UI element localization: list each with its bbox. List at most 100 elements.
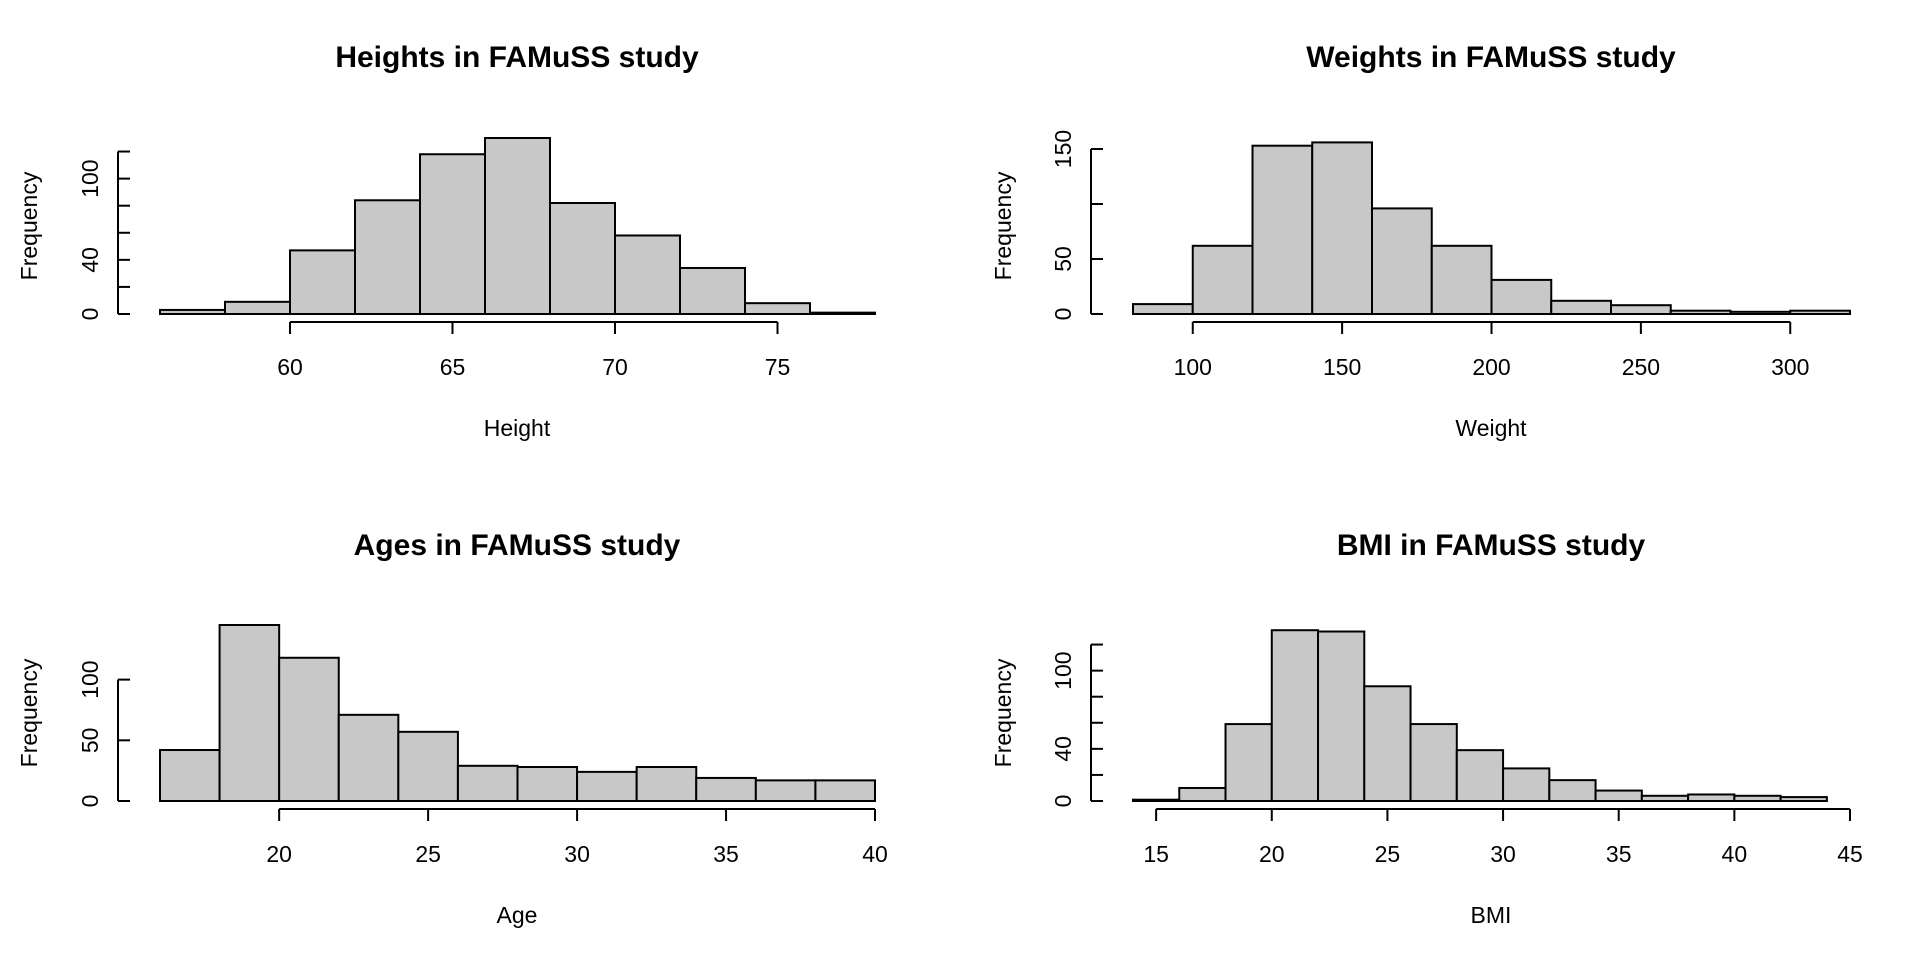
x-tick-label: 250 (1622, 354, 1660, 380)
histogram-panel-heights: Heights in FAMuSS study 60 65 70 75 0 40 100 Hei… (16, 41, 876, 441)
x-tick-label: 30 (1490, 841, 1516, 867)
bar (679, 266, 746, 316)
y-tick-label: 0 (1050, 308, 1076, 321)
bar (695, 776, 757, 802)
x-tick-label: 100 (1174, 354, 1212, 380)
y-tick-label: 50 (77, 728, 103, 754)
bar (1132, 303, 1194, 316)
bars (1132, 141, 1851, 316)
bar (1594, 789, 1643, 803)
bar (1550, 299, 1612, 315)
bar (1270, 629, 1320, 803)
bar (1191, 244, 1254, 315)
bar (1687, 793, 1736, 803)
bar (289, 249, 356, 315)
bar (224, 300, 291, 316)
y-tick-label: 40 (1050, 736, 1076, 762)
y-tick-label: 0 (77, 795, 103, 808)
bar (1610, 304, 1672, 316)
bar (576, 770, 638, 802)
bar (1502, 767, 1551, 803)
bars (159, 137, 876, 316)
x-axis-label: Weight (1455, 415, 1527, 441)
x-axis-label: Age (497, 902, 538, 928)
y-tick-label: 150 (1050, 130, 1076, 168)
histogram-panel-bmi: BMI in FAMuSS study 15 20 25 30 35 40 45 0 40 100 B… (990, 529, 1863, 928)
bar (218, 624, 281, 802)
y-tick-label: 0 (1050, 795, 1076, 808)
y-axis-label: Frequency (990, 171, 1016, 280)
x-tick-label: 40 (862, 841, 888, 867)
bar (484, 137, 551, 315)
bar (419, 153, 486, 315)
histogram-panel-ages: Ages in FAMuSS study 20 25 30 35 40 0 50 100 Age F… (16, 529, 888, 928)
bar (1371, 207, 1433, 315)
bar (1132, 798, 1181, 802)
bar (814, 779, 877, 803)
bar (549, 201, 616, 315)
bar (159, 749, 221, 802)
y-axis-label: Frequency (16, 171, 42, 280)
x-tick-label: 25 (1375, 841, 1401, 867)
bar (1363, 685, 1412, 802)
bar (1409, 723, 1458, 802)
bar (1251, 144, 1314, 315)
bars (1132, 629, 1828, 803)
y-tick-label: 40 (77, 247, 103, 273)
bar (614, 234, 681, 316)
bar (1455, 749, 1505, 803)
bar (1729, 310, 1792, 315)
x-tick-label: 25 (415, 841, 441, 867)
y-axis-label: Frequency (990, 658, 1016, 767)
bar (278, 656, 340, 802)
bar (1430, 244, 1493, 315)
x-tick-label: 35 (713, 841, 739, 867)
bar (1789, 309, 1851, 316)
histogram-panel-weights: Weights in FAMuSS study 100 150 200 250 300 0 5… (990, 41, 1851, 441)
x-tick-label: 45 (1837, 841, 1863, 867)
bar (1311, 141, 1373, 315)
bar (1490, 278, 1553, 315)
y-tick-label: 0 (77, 308, 103, 321)
bar (1317, 630, 1366, 802)
bar (1669, 309, 1732, 316)
x-tick-label: 20 (1259, 841, 1285, 867)
bar (744, 302, 811, 315)
bar (456, 764, 519, 802)
chart-title: Heights in FAMuSS study (335, 41, 699, 74)
x-tick-label: 75 (765, 354, 791, 380)
chart-title: BMI in FAMuSS study (1337, 529, 1646, 562)
x-tick-label: 60 (277, 354, 303, 380)
x-tick-label: 40 (1722, 841, 1748, 867)
y-tick-label: 50 (1050, 246, 1076, 272)
bar (754, 779, 817, 803)
bar (1779, 796, 1828, 802)
x-tick-label: 150 (1323, 354, 1361, 380)
chart-title: Ages in FAMuSS study (354, 529, 681, 562)
x-tick-label: 200 (1472, 354, 1510, 380)
bar (159, 308, 226, 316)
bar (354, 199, 421, 315)
x-tick-label: 35 (1606, 841, 1632, 867)
x-axis-label: BMI (1471, 902, 1512, 928)
bar (1224, 723, 1273, 802)
y-tick-label: 100 (77, 159, 103, 197)
x-tick-label: 70 (602, 354, 628, 380)
bar (1640, 794, 1690, 802)
x-tick-label: 15 (1143, 841, 1169, 867)
bar (397, 730, 459, 802)
bar (516, 766, 579, 802)
chart-title: Weights in FAMuSS study (1306, 41, 1676, 74)
x-tick-label: 300 (1771, 354, 1809, 380)
bar (635, 766, 698, 802)
x-tick-label: 65 (440, 354, 466, 380)
x-axis-label: Height (484, 415, 551, 441)
bar (809, 311, 876, 315)
y-tick-label: 100 (1050, 651, 1076, 689)
bar (1178, 786, 1227, 802)
y-axis-label: Frequency (16, 658, 42, 767)
y-tick-label: 100 (77, 660, 103, 698)
x-tick-label: 20 (266, 841, 292, 867)
bar (337, 713, 400, 802)
